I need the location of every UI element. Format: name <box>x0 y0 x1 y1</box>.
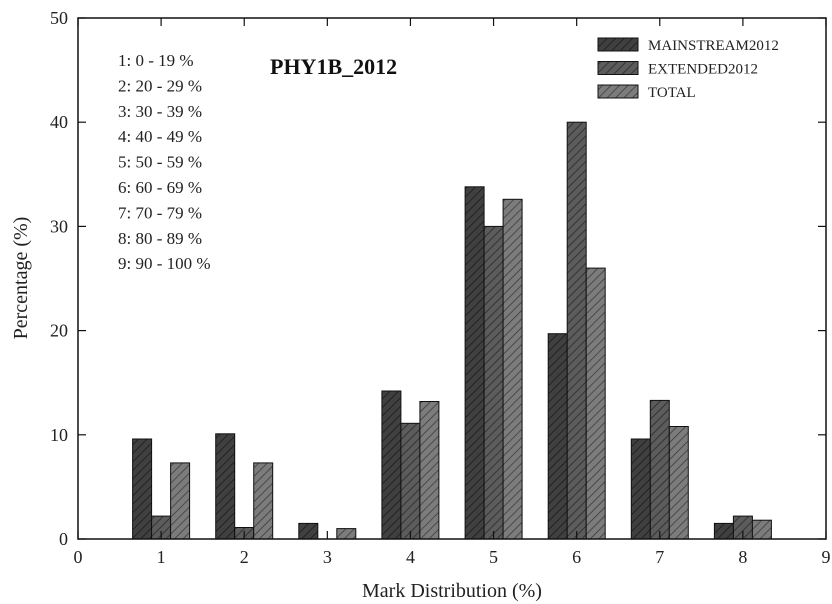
bar-mainstream2012-8 <box>713 522 734 540</box>
bar-mainstream2012-7 <box>630 438 651 540</box>
bin-note: 1: 0 - 19 % <box>118 51 194 70</box>
bar-extended2012-7 <box>649 399 670 540</box>
bar-total-3 <box>336 528 357 540</box>
y-tick-label: 10 <box>50 425 68 445</box>
bin-note: 2: 20 - 29 % <box>118 76 202 95</box>
legend-swatch-extended2012 <box>597 61 639 75</box>
plot-frame <box>77 17 827 540</box>
bin-note: 6: 60 - 69 % <box>118 178 202 197</box>
x-tick-label: 6 <box>572 547 581 567</box>
bar-mainstream2012-4 <box>381 390 402 540</box>
x-tick-label: 2 <box>240 547 249 567</box>
x-axis-title: Mark Distribution (%) <box>362 580 542 602</box>
legend-swatch-total <box>597 84 639 99</box>
legend-label-extended2012: EXTENDED2012 <box>648 62 758 78</box>
bin-note: 3: 30 - 39 % <box>118 102 202 121</box>
bar-mainstream2012-1 <box>132 438 153 540</box>
legend: MAINSTREAM2012 EXTENDED2012 TOTAL <box>597 37 779 101</box>
bar-extended2012-5 <box>483 225 504 540</box>
x-tick-label: 7 <box>655 547 664 567</box>
bin-note: 5: 50 - 59 % <box>118 153 202 172</box>
x-tick-label: 5 <box>489 547 498 567</box>
bar-total-4 <box>419 401 440 540</box>
bar-total-8 <box>751 519 772 540</box>
legend-label-mainstream2012: MAINSTREAM2012 <box>648 38 779 54</box>
bar-mainstream2012-5 <box>464 186 485 540</box>
bar-extended2012-4 <box>400 422 421 540</box>
bar-mainstream2012-2 <box>215 433 236 540</box>
y-axis-title: Percentage (%) <box>10 217 32 340</box>
y-tick-label: 0 <box>59 529 68 549</box>
bar-total-5 <box>502 198 523 540</box>
ticks-layer: 0 1 2 3 4 5 6 7 8 9 0 10 20 30 40 50 <box>50 8 831 567</box>
x-tick-label: 3 <box>323 547 332 567</box>
x-tick-label: 8 <box>738 547 747 567</box>
legend-label-total: TOTAL <box>648 85 696 101</box>
bars-layer <box>132 121 772 540</box>
x-tick-label: 9 <box>822 547 831 567</box>
y-tick-label: 30 <box>50 216 68 236</box>
y-tick-label: 50 <box>50 8 68 28</box>
bin-legend-notes: 1: 0 - 19 % 2: 20 - 29 % 3: 30 - 39 % 4: 40… <box>118 51 211 273</box>
bar-total-1 <box>170 462 191 540</box>
bin-note: 9: 90 - 100 % <box>118 254 211 273</box>
bar-total-2 <box>253 462 274 540</box>
bin-note: 4: 40 - 49 % <box>118 127 202 146</box>
bar-mainstream2012-6 <box>547 333 568 540</box>
bar-total-7 <box>668 426 689 540</box>
x-tick-label: 4 <box>406 547 415 567</box>
y-tick-label: 20 <box>50 321 68 341</box>
bar-total-6 <box>585 267 606 540</box>
bin-note: 7: 70 - 79 % <box>118 203 202 222</box>
y-tick-label: 40 <box>50 112 68 132</box>
bar-extended2012-6 <box>566 121 587 540</box>
x-tick-label: 0 <box>74 547 83 567</box>
chart-title: PHY1B_2012 <box>270 54 397 79</box>
bar-mainstream2012-3 <box>298 522 319 540</box>
x-tick-label: 1 <box>157 547 166 567</box>
bin-note: 8: 80 - 89 % <box>118 229 202 248</box>
legend-swatch-mainstream2012 <box>597 37 639 52</box>
